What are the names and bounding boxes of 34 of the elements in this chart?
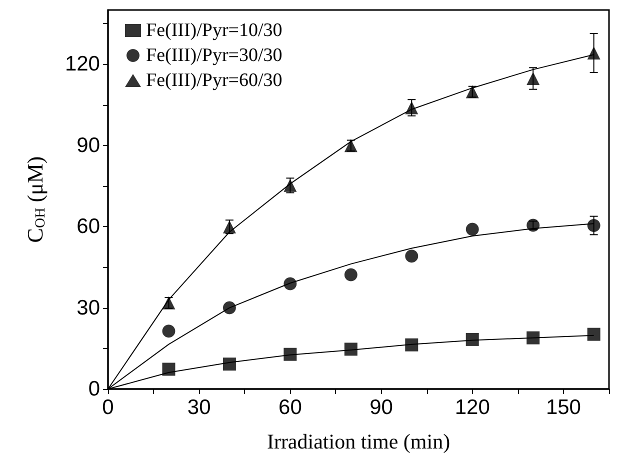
point (405, 338, 418, 352)
y-axis-title: COH (μM) (22, 156, 48, 243)
point (466, 332, 479, 346)
x-tick-label: 30 (187, 396, 211, 419)
point (344, 268, 358, 282)
legend-label: Fe(III)/Pyr=10/30 (146, 20, 282, 41)
legend-label: Fe(III)/Pyr=60/30 (146, 70, 282, 91)
point (284, 178, 297, 192)
y-tick-label: 30 (76, 296, 100, 320)
point (284, 277, 297, 290)
x-tick-label: 120 (454, 396, 490, 419)
point (526, 331, 540, 344)
point (222, 358, 236, 371)
x-tick-label: 90 (370, 396, 393, 419)
point (222, 301, 236, 314)
point (587, 218, 600, 232)
point (526, 72, 540, 85)
point (466, 222, 479, 236)
y-tick-label: 0 (88, 378, 100, 400)
point (284, 348, 297, 361)
point (587, 46, 600, 60)
x-tick-label: 60 (278, 396, 302, 419)
x-tick-label: 0 (102, 396, 114, 419)
y-tick-label: 90 (76, 134, 100, 157)
point (405, 250, 418, 263)
point (587, 328, 600, 341)
point (344, 342, 358, 356)
x-axis-title: Irradiation time (min) (266, 430, 450, 454)
x-tick-label: 150 (546, 396, 581, 419)
legend-label: Fe(III)/Pyr=30/30 (146, 45, 282, 66)
y-tick-label: 60 (76, 215, 100, 238)
y-tick-label: 120 (64, 52, 100, 76)
point (162, 362, 176, 376)
point (162, 324, 176, 338)
